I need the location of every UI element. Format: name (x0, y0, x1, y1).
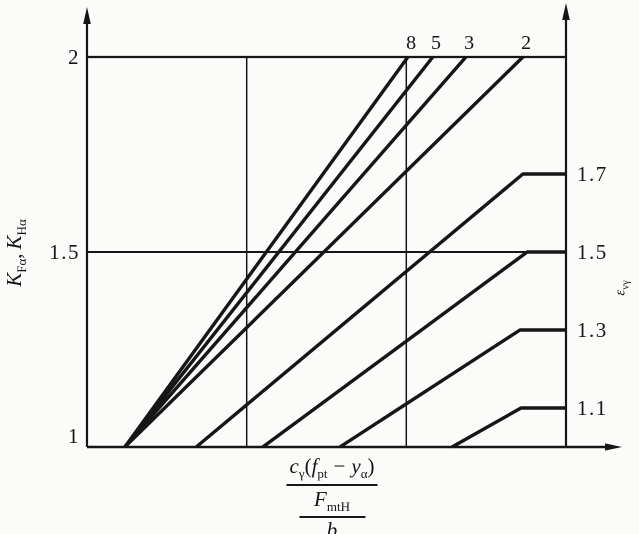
x-label-denominator: b (299, 516, 365, 534)
curve-label-1-5: 1.5 (577, 240, 608, 264)
y-axis-left-arrowhead (83, 7, 91, 24)
x-label-close-paren: ) (367, 454, 375, 478)
curve-5 (123, 55, 435, 449)
x-label-b: b (326, 518, 338, 534)
y2-axis-title-eps-sub: vγ (620, 280, 632, 290)
x-axis-arrowhead (605, 443, 622, 451)
x-label-minus: − (333, 454, 346, 478)
curve-8 (123, 56, 410, 448)
y-axis-title-comma: , (1, 253, 26, 259)
x-label-open-paren: ( (304, 454, 312, 478)
y-axis-title-kha: K (1, 235, 26, 250)
x-label-y: y (351, 454, 361, 478)
x-axis-label: cγ(fpt − yα) FmtH b (286, 454, 378, 534)
y-axis-title-kfa: K (1, 272, 26, 287)
x-label-f-sub: pt (317, 466, 328, 482)
curve-label-2: 2 (521, 32, 533, 54)
y-axis-right-arrowhead (562, 3, 570, 20)
y2-axis-title: εvγ (613, 280, 632, 295)
x-label-F: F (314, 487, 327, 512)
curve-1-1 (451, 406, 566, 449)
x-label-c: c (289, 454, 299, 478)
curve-label-8: 8 (406, 32, 418, 54)
y-axis-title-kfa-sub: Fα (14, 258, 30, 273)
y-tick-label-1: 1 (68, 424, 80, 448)
curve-label-3: 3 (464, 32, 476, 54)
x-label-y-sub: α (360, 466, 368, 482)
curve-3 (123, 55, 468, 449)
x-label-c-sub: γ (298, 466, 305, 482)
y-tick-label-1-5: 1.5 (49, 240, 80, 264)
y-axis-title: KFα,KHα (2, 219, 30, 287)
curve-1-7 (195, 172, 566, 449)
y2-axis-title-eps: ε (612, 289, 629, 296)
curve-1-3 (338, 328, 566, 449)
y-tick-label-2: 2 (68, 45, 80, 69)
curve-label-1-1: 1.1 (577, 396, 608, 420)
curve-1-5 (261, 250, 566, 449)
x-label-F-sub: mtH (326, 499, 350, 515)
curve-label-1-3: 1.3 (577, 318, 608, 342)
x-label-numerator: cγ(fpt − yα) (286, 454, 377, 484)
curve-label-1-7: 1.7 (577, 162, 608, 186)
x-label-middle: FmtH (286, 484, 378, 515)
curve-2 (123, 55, 525, 449)
y-axis-title-kha-sub: Hα (14, 219, 30, 236)
x-label-f: f (311, 454, 318, 478)
curve-label-5: 5 (431, 32, 443, 54)
